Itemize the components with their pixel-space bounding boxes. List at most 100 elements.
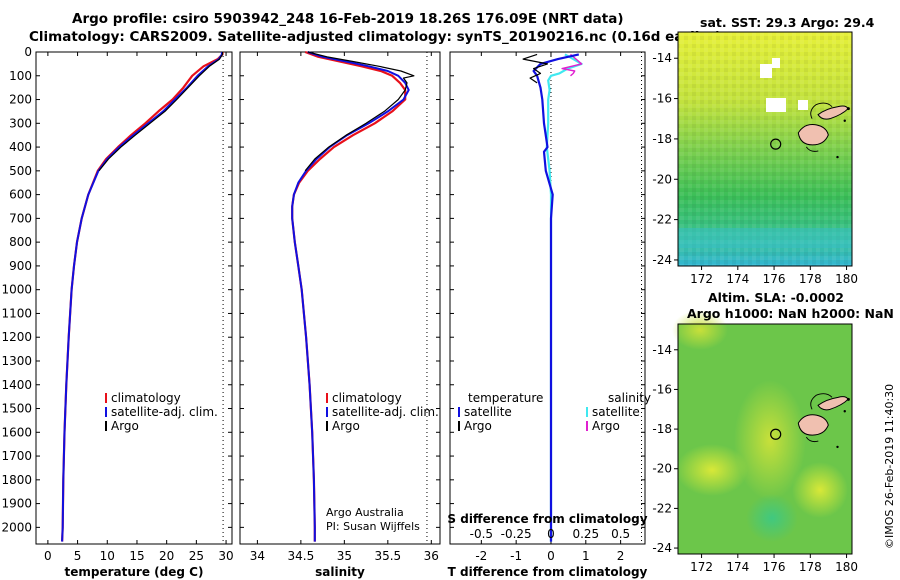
series-line-argo xyxy=(98,52,224,172)
sla-high-blob xyxy=(792,462,848,518)
y-tick-label: 200 xyxy=(9,93,32,107)
y-tick-label: 1200 xyxy=(1,330,32,344)
legend-s-satellite-label: satellite xyxy=(592,405,640,419)
x-tick-label: 1 xyxy=(582,549,590,563)
island-viti-levu xyxy=(797,414,829,436)
small-island xyxy=(846,397,850,401)
y-tick-label: 300 xyxy=(9,116,32,130)
y-tick-label: 700 xyxy=(9,211,32,225)
location-maps: -14 -16 -18 -20 -22 -24 172 174 176 178 180 -14 -16 -… xyxy=(652,31,858,574)
sst-cloud-gap xyxy=(798,100,808,110)
map-lat-label: -22 xyxy=(652,213,672,227)
credit-line2: PI: Susan Wijffels xyxy=(326,520,420,533)
y-tick-label: 500 xyxy=(9,164,32,178)
plot-frame-temperature xyxy=(35,51,233,545)
map-lat-label: -20 xyxy=(652,462,672,476)
y-tick-label: 900 xyxy=(9,259,32,273)
series-line-argo xyxy=(304,51,415,172)
sst-map-frame xyxy=(677,31,853,267)
map-lon-label: 176 xyxy=(763,560,786,574)
x-tick-label: 0 xyxy=(44,549,52,563)
map-lat-label: -20 xyxy=(652,172,672,186)
x-tick-label: 15 xyxy=(129,549,144,563)
y-tick-label: 1500 xyxy=(1,402,32,416)
legend-satellite-adj-label: satellite-adj. clim. xyxy=(111,405,218,419)
top-tick-label: 0 xyxy=(547,527,555,541)
argo-float-position-marker xyxy=(770,428,782,440)
reef-outline xyxy=(810,393,833,410)
map-lon-label: 174 xyxy=(726,560,749,574)
series-line-s-argo xyxy=(561,53,583,77)
legend-s-argo-label: Argo xyxy=(592,419,620,433)
map-lon-label: 172 xyxy=(690,272,713,286)
map-lat-label: -22 xyxy=(652,501,672,515)
map-lat-label: -24 xyxy=(652,541,672,555)
top-tick-label: 0.5 xyxy=(611,527,630,541)
y-tick-label: 1700 xyxy=(1,449,32,463)
series-line-t-argo xyxy=(522,53,549,84)
y-tick-label: 100 xyxy=(9,69,32,83)
x-tick-label: 2 xyxy=(617,549,625,563)
sst-cloud-gap xyxy=(766,98,786,112)
x-axis-label: T difference from climatology xyxy=(448,565,648,579)
x-axis-label-top: S difference from climatology xyxy=(447,512,647,526)
legend-t-satellite-label: satellite xyxy=(464,405,512,419)
reef-outline xyxy=(805,146,819,152)
sla-map-title-line1: Altim. SLA: -0.0002 xyxy=(708,290,844,305)
sst-cloud-gap xyxy=(760,64,772,78)
map-lon-label: 178 xyxy=(799,560,822,574)
plot-frame-salinity xyxy=(239,51,441,545)
series-line-climatology xyxy=(61,52,224,542)
x-tick-label: -2 xyxy=(475,549,487,563)
map-lon-label: 178 xyxy=(799,272,822,286)
y-tick-label: 1100 xyxy=(1,306,32,320)
sst-cloud-gap xyxy=(772,58,780,68)
map-lon-label: 180 xyxy=(835,272,858,286)
legend-satellite-adj-label: satellite-adj. clim. xyxy=(332,405,439,419)
y-tick-label: 0 xyxy=(24,45,32,59)
map-lat-label: -18 xyxy=(652,422,672,436)
chart-title-line1: Argo profile: csiro 5903942_248 16-Feb-2… xyxy=(72,11,624,27)
series-line-t-satellite xyxy=(532,53,580,542)
y-tick-label: 1000 xyxy=(1,283,32,297)
x-axis-label: salinity xyxy=(315,565,365,579)
map-lat-label: -14 xyxy=(652,51,672,65)
legend-temperature-heading: temperature xyxy=(468,391,543,405)
y-tick-label: 2000 xyxy=(1,520,32,534)
y-tick-label: 1600 xyxy=(1,425,32,439)
legend-t-argo-label: Argo xyxy=(464,419,492,433)
y-tick-label: 1900 xyxy=(1,497,32,511)
x-tick-label: 34 xyxy=(250,549,265,563)
small-island xyxy=(843,410,846,413)
small-island xyxy=(843,119,846,122)
sla-high-blob xyxy=(734,380,806,500)
sst-cool-band xyxy=(678,228,852,248)
series-line-climatology xyxy=(291,50,407,542)
map-lat-label: -16 xyxy=(652,382,672,396)
sst-map-title: sat. SST: 29.3 Argo: 29.4 xyxy=(700,15,875,30)
legend-climatology-label: climatology xyxy=(111,391,181,405)
sla-map-title-line2: Argo h1000: NaN h2000: NaN xyxy=(687,306,894,321)
map-lon-label: 176 xyxy=(763,272,786,286)
plot-frame-difference-from-climatology xyxy=(449,51,646,545)
top-tick-label: 0.25 xyxy=(572,527,599,541)
map-lat-label: -18 xyxy=(652,132,672,146)
y-tick-label: 1400 xyxy=(1,378,32,392)
x-tick-label: 20 xyxy=(159,549,174,563)
x-tick-label: -1 xyxy=(510,549,522,563)
map-lon-label: 180 xyxy=(835,560,858,574)
series-line-satellite-adj-clim- xyxy=(291,51,410,542)
x-tick-label: 35.5 xyxy=(374,549,401,563)
top-tick-label: -0.25 xyxy=(501,527,532,541)
x-tick-label: 25 xyxy=(189,549,204,563)
y-tick-label: 1800 xyxy=(1,473,32,487)
y-tick-label: 400 xyxy=(9,140,32,154)
x-tick-label: 34.5 xyxy=(288,549,315,563)
map-lon-label: 172 xyxy=(690,560,713,574)
x-tick-label: 10 xyxy=(100,549,115,563)
legend-argo-label: Argo xyxy=(332,419,360,433)
map-lat-label: -16 xyxy=(652,92,672,106)
x-tick-label: 36 xyxy=(424,549,439,563)
y-tick-label: 1300 xyxy=(1,354,32,368)
